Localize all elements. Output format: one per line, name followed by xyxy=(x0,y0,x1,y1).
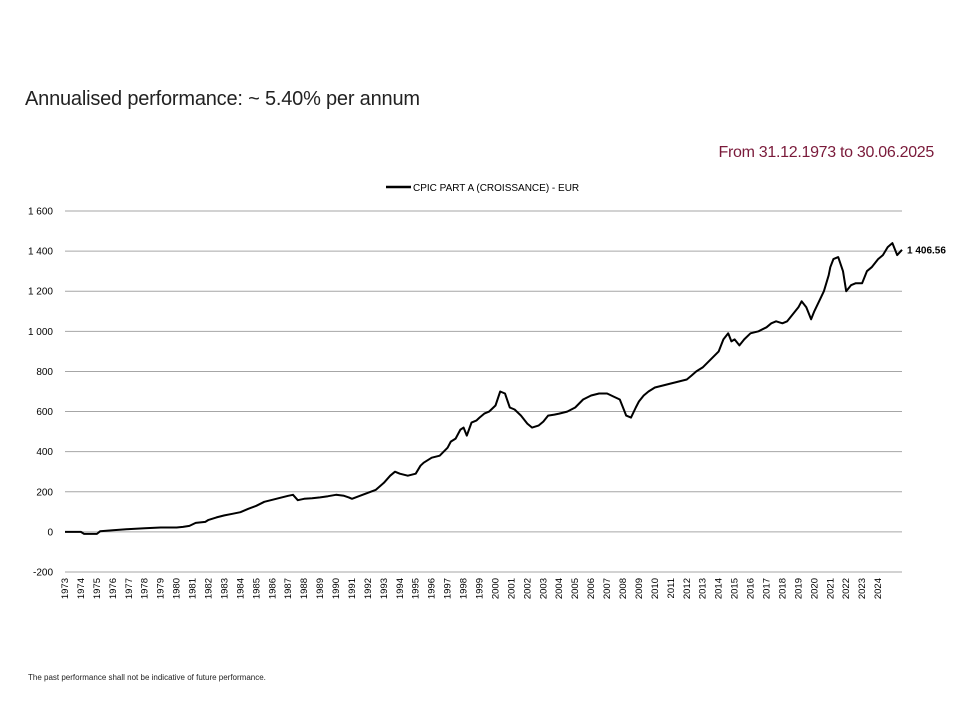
x-tick-label: 1980 xyxy=(172,578,183,599)
y-tick-label: 400 xyxy=(36,447,53,458)
y-tick-label: 1 600 xyxy=(28,207,53,218)
x-tick-label: 1999 xyxy=(475,578,486,599)
x-tick-label: 2014 xyxy=(714,578,725,599)
gridlines xyxy=(65,210,902,573)
x-tick-label: 1986 xyxy=(267,578,278,599)
x-tick-label: 1992 xyxy=(363,578,374,599)
x-tick-label: 2008 xyxy=(618,578,629,599)
x-tick-label: 2019 xyxy=(793,578,804,599)
x-tick-label: 2013 xyxy=(698,578,709,599)
x-tick-label: 2003 xyxy=(538,578,549,599)
x-tick-label: 1993 xyxy=(379,578,390,599)
x-tick-label: 1990 xyxy=(331,578,342,599)
x-tick-label: 1976 xyxy=(108,578,119,599)
x-tick-label: 1988 xyxy=(299,578,310,599)
series-line xyxy=(65,242,903,535)
disclaimer: The past performance shall not be indica… xyxy=(28,673,266,682)
x-tick-label: 1987 xyxy=(283,578,294,599)
y-tick-label: 600 xyxy=(36,407,53,418)
legend: CPIC PART A (CROISSANCE) - EUR xyxy=(386,183,579,194)
y-axis-tick-labels: -200 0 200 400 600 800 1 000 1 200 1 400 1 600 xyxy=(28,207,53,579)
y-tick-label: 1 200 xyxy=(28,287,53,298)
x-tick-label: 2012 xyxy=(682,578,693,599)
x-tick-label: 2015 xyxy=(730,578,741,599)
x-tick-label: 1985 xyxy=(251,578,262,599)
x-tick-label: 2020 xyxy=(809,578,820,599)
x-tick-label: 1996 xyxy=(427,578,438,599)
x-tick-label: 2022 xyxy=(841,578,852,599)
x-tick-label: 1991 xyxy=(347,578,358,599)
x-tick-label: 2010 xyxy=(650,578,661,599)
x-axis-tick-labels: 1973 1974 1975 1976 1977 1978 1979 1980 1981 1982… xyxy=(60,578,884,599)
x-tick-label: 2021 xyxy=(825,578,836,599)
end-value-label: 1 406.56 xyxy=(907,245,946,256)
period-range: From 31.12.1973 to 30.06.2025 xyxy=(718,144,935,161)
legend-label: CPIC PART A (CROISSANCE) - EUR xyxy=(413,183,579,194)
x-tick-label: 1982 xyxy=(203,578,214,599)
x-tick-label: 1973 xyxy=(60,578,71,599)
x-tick-label: 2011 xyxy=(666,578,677,598)
x-tick-label: 1975 xyxy=(92,578,103,599)
x-tick-label: 1977 xyxy=(124,578,135,599)
y-tick-label: 800 xyxy=(36,367,53,378)
x-tick-label: 1983 xyxy=(219,578,230,599)
x-tick-label: 2009 xyxy=(634,578,645,599)
x-tick-label: 2017 xyxy=(761,578,772,599)
y-tick-label: 0 xyxy=(47,527,53,538)
x-tick-label: 1981 xyxy=(188,578,199,599)
x-tick-label: 2002 xyxy=(522,578,533,599)
x-tick-label: 2005 xyxy=(570,578,581,599)
x-tick-label: 2006 xyxy=(586,578,597,599)
x-tick-label: 1989 xyxy=(315,578,326,599)
x-tick-label: 2007 xyxy=(602,578,613,599)
x-tick-label: 1978 xyxy=(140,578,151,599)
y-tick-label: 1 400 xyxy=(28,247,53,258)
x-tick-label: 2000 xyxy=(490,578,501,599)
x-tick-label: 2024 xyxy=(873,578,884,599)
x-tick-label: 1984 xyxy=(235,578,246,599)
x-tick-label: 2004 xyxy=(554,578,565,599)
x-tick-label: 1974 xyxy=(76,578,87,599)
x-tick-label: 1994 xyxy=(395,578,406,599)
x-tick-label: 1997 xyxy=(443,578,454,599)
x-tick-label: 1995 xyxy=(411,578,422,599)
x-tick-label: 2001 xyxy=(506,578,517,599)
y-tick-label: 200 xyxy=(36,487,53,498)
y-tick-label: -200 xyxy=(33,568,53,579)
x-tick-label: 1998 xyxy=(459,578,470,599)
x-tick-label: 1979 xyxy=(156,578,167,599)
x-tick-label: 2018 xyxy=(777,578,788,599)
x-tick-label: 2016 xyxy=(746,578,757,599)
x-tick-label: 2023 xyxy=(857,578,868,599)
y-tick-label: 1 000 xyxy=(28,327,53,338)
performance-headline: Annualised performance: ~ 5.40% per annu… xyxy=(25,88,420,110)
